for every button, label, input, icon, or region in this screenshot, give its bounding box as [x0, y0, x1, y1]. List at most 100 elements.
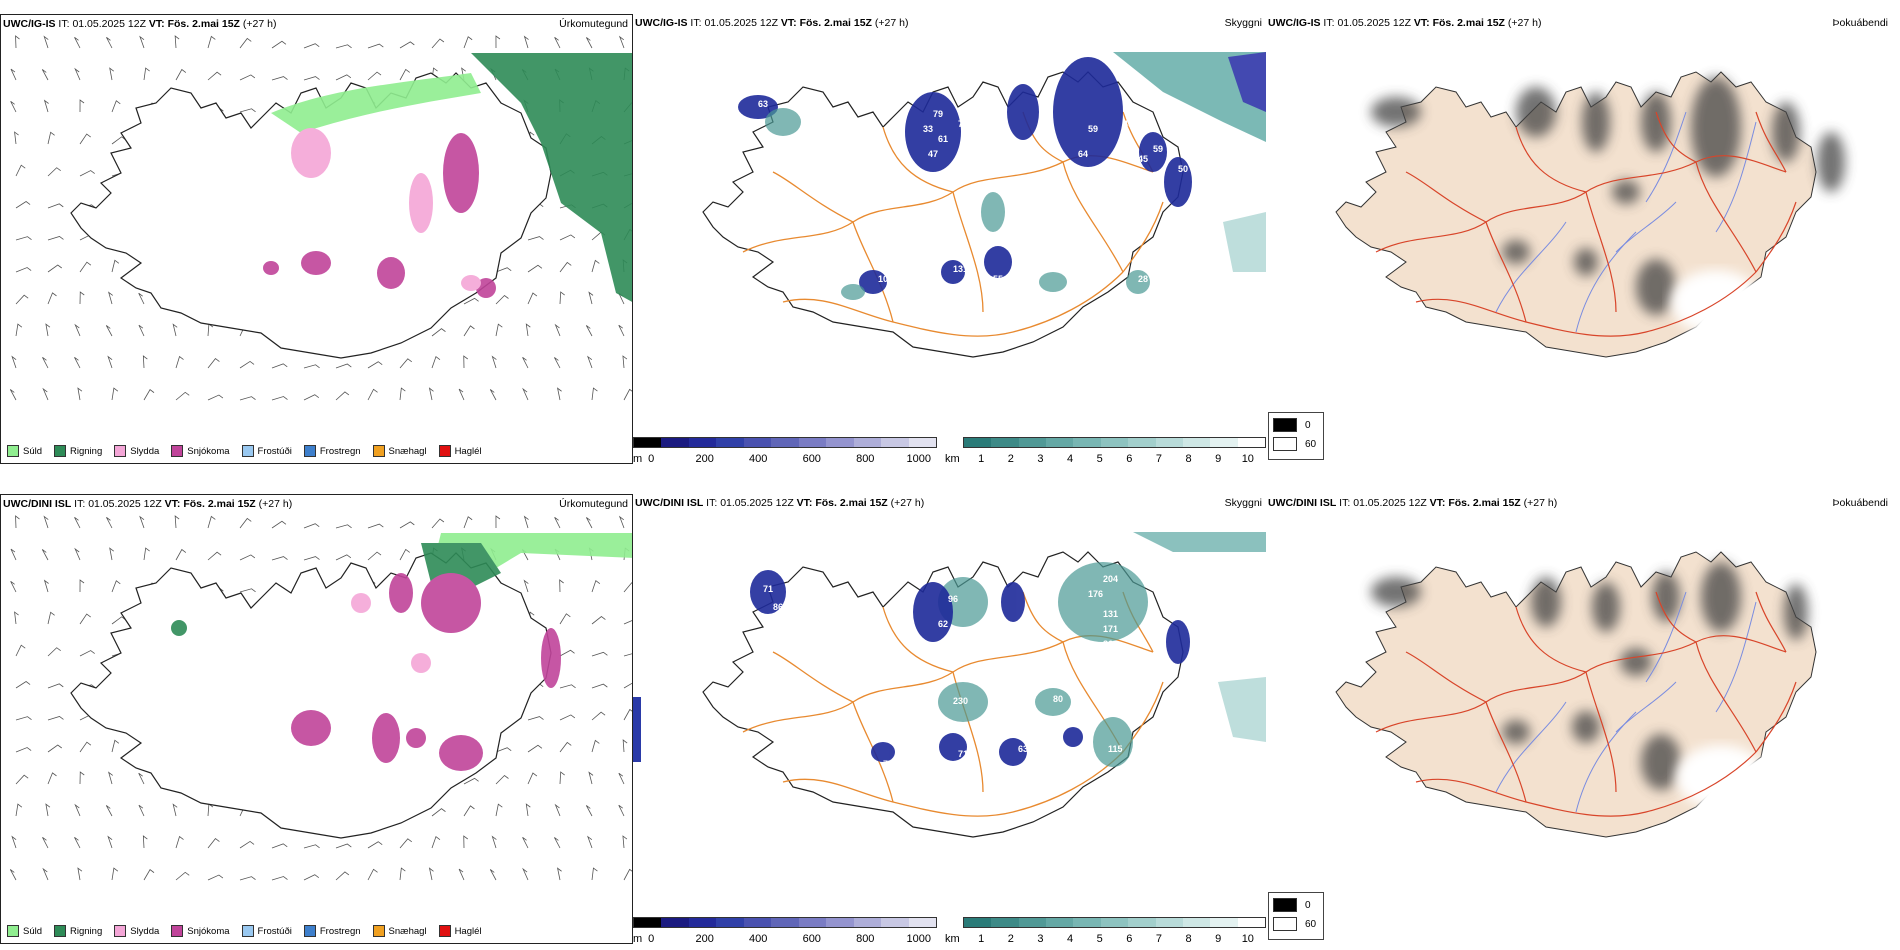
height-label: 55 [993, 274, 1003, 284]
wind-barb [522, 867, 529, 881]
height-label: 115 [1108, 744, 1123, 754]
wind-barb [525, 323, 531, 337]
wind-barb [399, 548, 410, 561]
visibility-colorbar-tick-label: 2 [1007, 933, 1014, 944]
wind-barb [111, 867, 119, 881]
legend-item: Frostúði [241, 445, 292, 457]
legend-item: Frostregn [303, 445, 361, 457]
panel-header: UWC/IG-IS IT: 01.05.2025 12Z VT: Fös. 2.… [635, 17, 909, 29]
wind-barb [42, 357, 49, 369]
fog-map [1335, 71, 1845, 358]
visibility-colorbar-tick-label: 4 [1066, 933, 1074, 944]
visibility-colorbar-tick-label: 7 [1155, 933, 1162, 944]
wind-barb [335, 871, 350, 881]
wind-barb [74, 323, 81, 337]
wind-barb [9, 869, 17, 881]
visibility-colorbar-tick-label: 5 [1096, 453, 1103, 464]
wind-barb [559, 613, 571, 625]
wind-barb [554, 323, 561, 337]
wind-barb [559, 291, 565, 305]
wind-barb [109, 547, 115, 561]
height-label: 47 [928, 149, 938, 159]
wind-barb [74, 517, 81, 529]
wind-barb [14, 611, 19, 625]
wind-barb [463, 835, 468, 849]
wind-barb [495, 294, 509, 305]
wind-barb [587, 835, 593, 849]
height-label: 59 [1153, 144, 1163, 154]
wind-barb [47, 236, 64, 241]
wind-barb [79, 261, 92, 273]
height-label: 59 [1088, 124, 1098, 134]
visibility-colorbar-swatch [964, 438, 992, 447]
visibility-colorbar-swatch [1210, 438, 1238, 447]
wind-barb [79, 291, 85, 305]
height-label: 79 [958, 119, 968, 129]
wind-barb [335, 74, 352, 81]
legend-label: Snæhagl [388, 445, 427, 457]
wind-barb [47, 716, 64, 721]
wind-barb [367, 388, 378, 401]
visibility-colorbar-tick-label: 10 [1241, 453, 1254, 464]
wind-barb [463, 355, 468, 369]
wind-barb [15, 35, 20, 49]
wind-barb [11, 835, 17, 849]
wind-barb [367, 361, 383, 369]
visibility-colorbar-swatch [1128, 918, 1156, 927]
height-colorbar-tick-label: 0 [648, 453, 655, 464]
wind-barb [463, 777, 479, 785]
wind-barb [15, 747, 32, 753]
wind-barb [15, 323, 23, 337]
wind-barb [207, 515, 216, 529]
height-label: 71 [958, 749, 968, 759]
height-label: 204 [1103, 574, 1118, 584]
fog-legend-swatch [1273, 418, 1297, 432]
wind-barb [559, 579, 564, 593]
wind-barb [527, 264, 543, 273]
legend-swatch [114, 445, 127, 457]
wind-barb [106, 517, 113, 529]
height-label: 49 [1123, 119, 1133, 129]
wind-barb [591, 259, 600, 273]
wind-barb [335, 554, 352, 561]
precip-panel-row2: UWC/DINI ISL IT: 01.05.2025 12Z VT: Fös.… [0, 494, 633, 944]
visibility-colorbar-swatch [1182, 438, 1211, 447]
wind-barb [591, 387, 598, 401]
wind-barb [554, 36, 561, 49]
height-colorbar-swatch [771, 438, 799, 447]
wind-barb [74, 37, 81, 49]
wind-barb [42, 387, 49, 401]
wind-barb [623, 708, 632, 721]
height-colorbar-tick-label: 400 [749, 933, 768, 944]
visibility-colorbar-swatch [1237, 918, 1265, 927]
wind-barb [111, 259, 120, 273]
height-colorbar-swatch [688, 438, 717, 447]
visibility-colorbar-tick-label: 2 [1007, 453, 1014, 464]
wind-barb [523, 515, 529, 529]
wind-barb [239, 360, 255, 369]
wind-barb [111, 739, 120, 753]
wind-barb [107, 355, 113, 369]
wind-barb [527, 236, 544, 241]
wind-barb [495, 803, 503, 817]
height-label: 102 [878, 274, 893, 284]
wind-barb [618, 35, 625, 49]
height-colorbar-swatch [771, 918, 799, 927]
wind-barb [588, 291, 594, 305]
height-label: 61 [938, 134, 948, 144]
height-colorbar-swatch [743, 918, 772, 927]
wind-barb [585, 805, 593, 817]
visibility-colorbar-tick-label: 3 [1037, 933, 1044, 944]
wind-barb [15, 267, 32, 273]
wind-barb [79, 170, 95, 177]
legend-label: Frostúði [257, 445, 292, 457]
wind-barb [105, 805, 113, 817]
fog-legend-label: 60 [1305, 918, 1317, 930]
wind-barb [271, 76, 288, 81]
height-colorbar-tick-label: 800 [856, 453, 875, 464]
wind-barb [522, 836, 529, 849]
wind-barb [623, 620, 632, 625]
wind-barb [559, 649, 575, 657]
precip-legend: Súld Rigning Slydda Snjókoma Frostúði Frostre… [7, 925, 494, 937]
